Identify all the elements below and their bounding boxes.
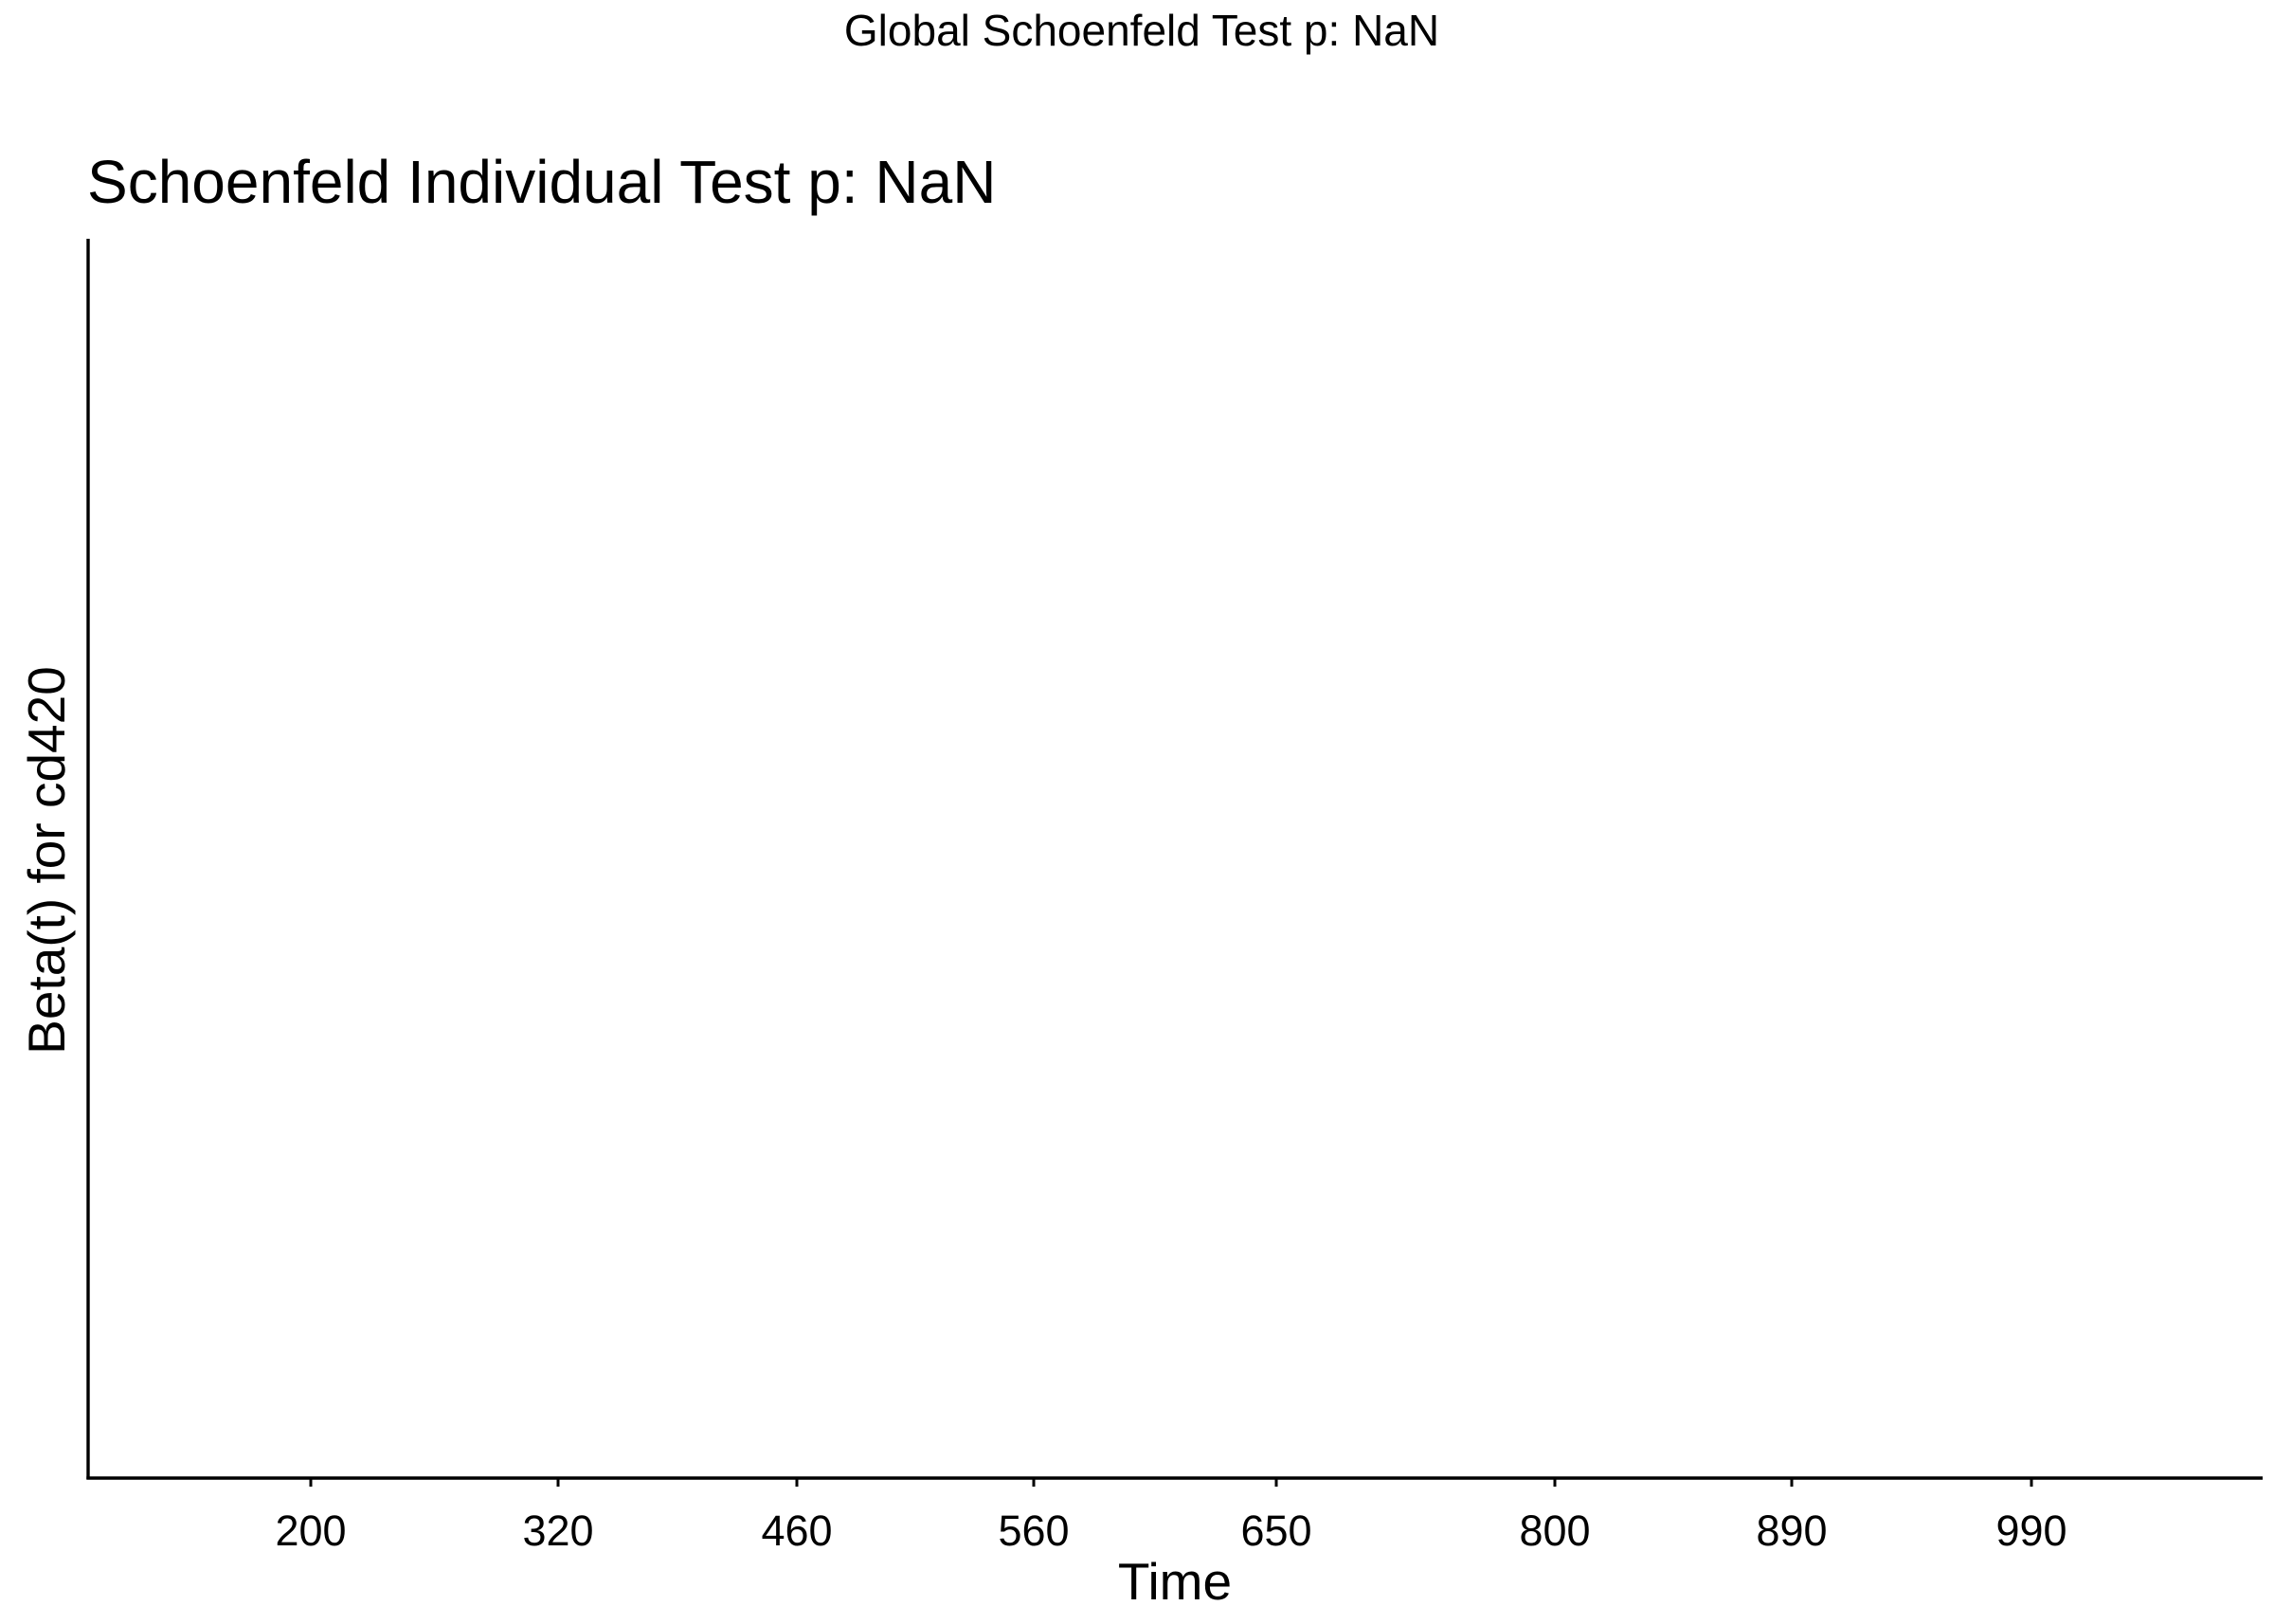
x-tick-label: 890 [1756,1507,1827,1555]
x-axis-title: Time [1118,1552,1232,1611]
x-axis-ticks: 200 320 460 560 650 800 890 990 [275,1478,2067,1555]
y-axis-title: Beta(t) for cd420 [17,666,76,1055]
x-tick-label: 320 [522,1507,593,1555]
x-tick-label: 800 [1519,1507,1590,1555]
x-tick-label: 650 [1240,1507,1311,1555]
x-tick-label: 200 [275,1507,346,1555]
plot-area [86,239,2263,1480]
x-tick-label: 560 [998,1507,1069,1555]
plot-title: Schoenfeld Individual Test p: NaN [87,148,996,216]
global-test-title: Global Schoenfeld Test p: NaN [844,6,1439,55]
x-tick-label: 990 [1995,1507,2066,1555]
x-tick-label: 460 [761,1507,832,1555]
